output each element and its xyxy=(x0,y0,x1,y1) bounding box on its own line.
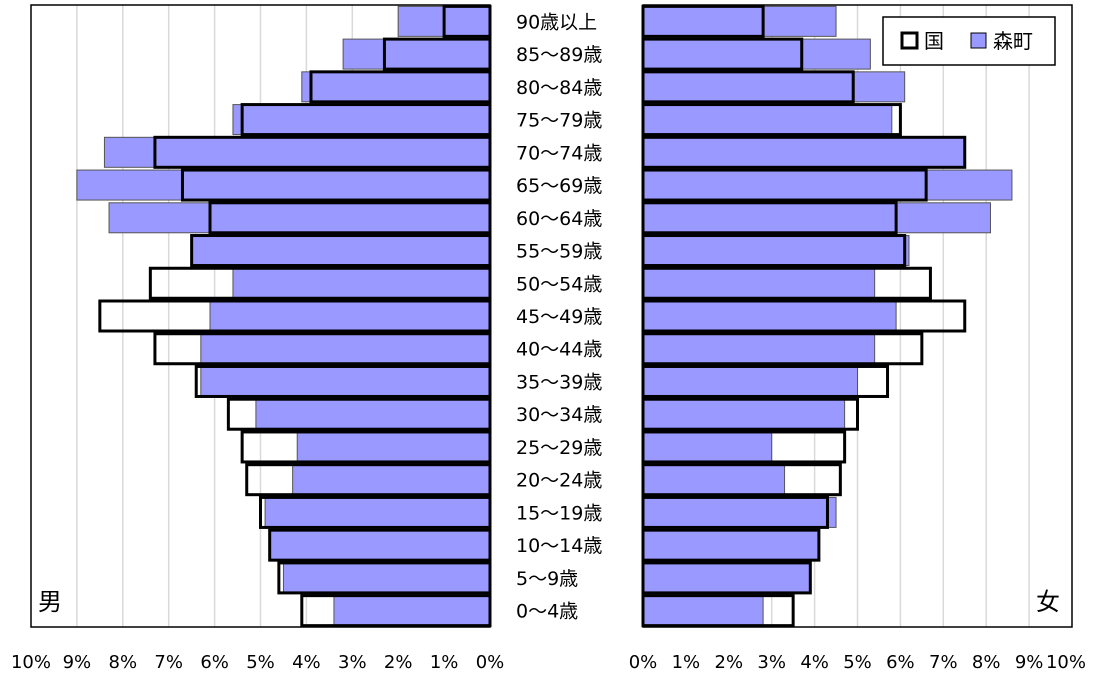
age-group-label: 40～44歳 xyxy=(516,339,602,361)
male-morimachi-bar xyxy=(269,529,491,561)
female-morimachi-bar xyxy=(642,136,966,168)
male-morimachi-bar xyxy=(103,136,491,168)
female-morimachi-bar xyxy=(642,169,1013,201)
male-x-tick-label: 8% xyxy=(109,652,138,673)
female-morimachi-bar xyxy=(642,71,906,103)
female-morimachi-bar xyxy=(642,464,786,496)
age-group-label: 25～29歳 xyxy=(516,437,602,459)
female-x-tick-label: 3% xyxy=(757,652,786,673)
age-group-label: 30～34歳 xyxy=(516,404,602,426)
age-group-label: 70～74歳 xyxy=(516,142,602,164)
male-x-tick-label: 2% xyxy=(384,652,413,673)
female-x-tick-label: 1% xyxy=(672,652,701,673)
male-x-tick-label: 10% xyxy=(11,652,51,673)
age-group-label: 10～14歳 xyxy=(516,535,602,557)
male-morimachi-bar xyxy=(255,398,491,430)
female-morimachi-bar xyxy=(642,365,858,397)
female-x-tick-label: 2% xyxy=(715,652,744,673)
female-morimachi-bar xyxy=(642,267,876,299)
male-morimachi-bar xyxy=(296,431,491,463)
female-x-tick-label: 9% xyxy=(1015,652,1044,673)
age-group-label: 45～49歳 xyxy=(516,306,602,328)
legend-label-national: 国 xyxy=(924,29,944,53)
male-x-tick-label: 5% xyxy=(246,652,275,673)
female-morimachi-bar xyxy=(642,333,876,365)
male-morimachi-bar xyxy=(301,71,491,103)
age-group-label: 50～54歳 xyxy=(516,273,602,295)
male-morimachi-bar xyxy=(282,562,491,594)
female-x-tick-label: 0% xyxy=(629,652,658,673)
male-morimachi-bar xyxy=(76,169,491,201)
female-morimachi-bar xyxy=(642,104,893,136)
age-group-label: 75～79歳 xyxy=(516,110,602,132)
female-side-label: 女 xyxy=(1036,588,1060,616)
female-morimachi-bar xyxy=(642,38,871,70)
male-plot-frame xyxy=(30,4,491,628)
male-morimachi-bar xyxy=(342,38,491,70)
female-x-tick-label: 7% xyxy=(929,652,958,673)
age-group-label: 15～19歳 xyxy=(516,502,602,524)
age-group-label: 55～59歳 xyxy=(516,241,602,263)
age-group-label: 80～84歳 xyxy=(516,77,602,99)
male-morimachi-bar xyxy=(264,496,491,528)
age-group-label: 35～39歳 xyxy=(516,371,602,393)
legend-swatch-national xyxy=(900,31,919,50)
male-morimachi-bar xyxy=(200,333,491,365)
male-morimachi-bar xyxy=(209,300,491,332)
female-morimachi-bar xyxy=(642,300,897,332)
male-x-tick-label: 6% xyxy=(200,652,229,673)
male-side-label: 男 xyxy=(38,588,62,616)
plot-frames xyxy=(30,4,1073,628)
male-x-tick-label: 9% xyxy=(63,652,92,673)
male-x-tick-label: 7% xyxy=(154,652,183,673)
male-morimachi-bar xyxy=(200,365,491,397)
age-group-label: 90歳以上 xyxy=(516,11,597,33)
female-x-tick-label: 4% xyxy=(800,652,829,673)
age-group-label: 65～69歳 xyxy=(516,175,602,197)
male-x-tick-label: 0% xyxy=(476,652,505,673)
female-morimachi-bar xyxy=(642,202,991,234)
age-group-label: 60～64歳 xyxy=(516,208,602,230)
male-x-tick-label: 1% xyxy=(430,652,459,673)
male-morimachi-bar xyxy=(333,595,491,627)
male-x-tick-label: 4% xyxy=(292,652,321,673)
male-morimachi-bar xyxy=(191,235,491,267)
male-morimachi-bar xyxy=(292,464,491,496)
female-morimachi-bar xyxy=(642,398,846,430)
legend-swatch-morimachi xyxy=(970,32,987,49)
female-morimachi-bar xyxy=(642,529,820,561)
female-plot-frame xyxy=(642,4,1073,628)
legend: 国 森町 xyxy=(882,16,1056,66)
female-morimachi-bar xyxy=(642,235,910,267)
male-morimachi-bar xyxy=(232,104,491,136)
age-group-label: 20～24歳 xyxy=(516,470,602,492)
male-morimachi-bar xyxy=(232,267,491,299)
bars xyxy=(76,4,1013,628)
female-morimachi-bar xyxy=(642,562,811,594)
female-morimachi-bar xyxy=(642,595,764,627)
female-morimachi-bar xyxy=(642,496,837,528)
female-x-tick-label: 8% xyxy=(972,652,1001,673)
age-group-label: 0～4歳 xyxy=(516,601,578,623)
female-morimachi-bar xyxy=(642,5,837,37)
female-x-tick-label: 10% xyxy=(1046,652,1086,673)
labels: 90歳以上 85～89歳 80～84歳 75～79歳 70～74歳 65～69歳 60～64… xyxy=(11,11,1086,673)
age-group-label: 5～9歳 xyxy=(516,568,578,590)
male-morimachi-bar xyxy=(108,202,491,234)
age-group-label: 85～89歳 xyxy=(516,44,602,66)
male-x-tick-label: 3% xyxy=(338,652,367,673)
female-x-tick-label: 6% xyxy=(886,652,915,673)
female-x-tick-label: 5% xyxy=(843,652,872,673)
legend-label-morimachi: 森町 xyxy=(993,29,1033,53)
female-morimachi-bar xyxy=(642,431,773,463)
